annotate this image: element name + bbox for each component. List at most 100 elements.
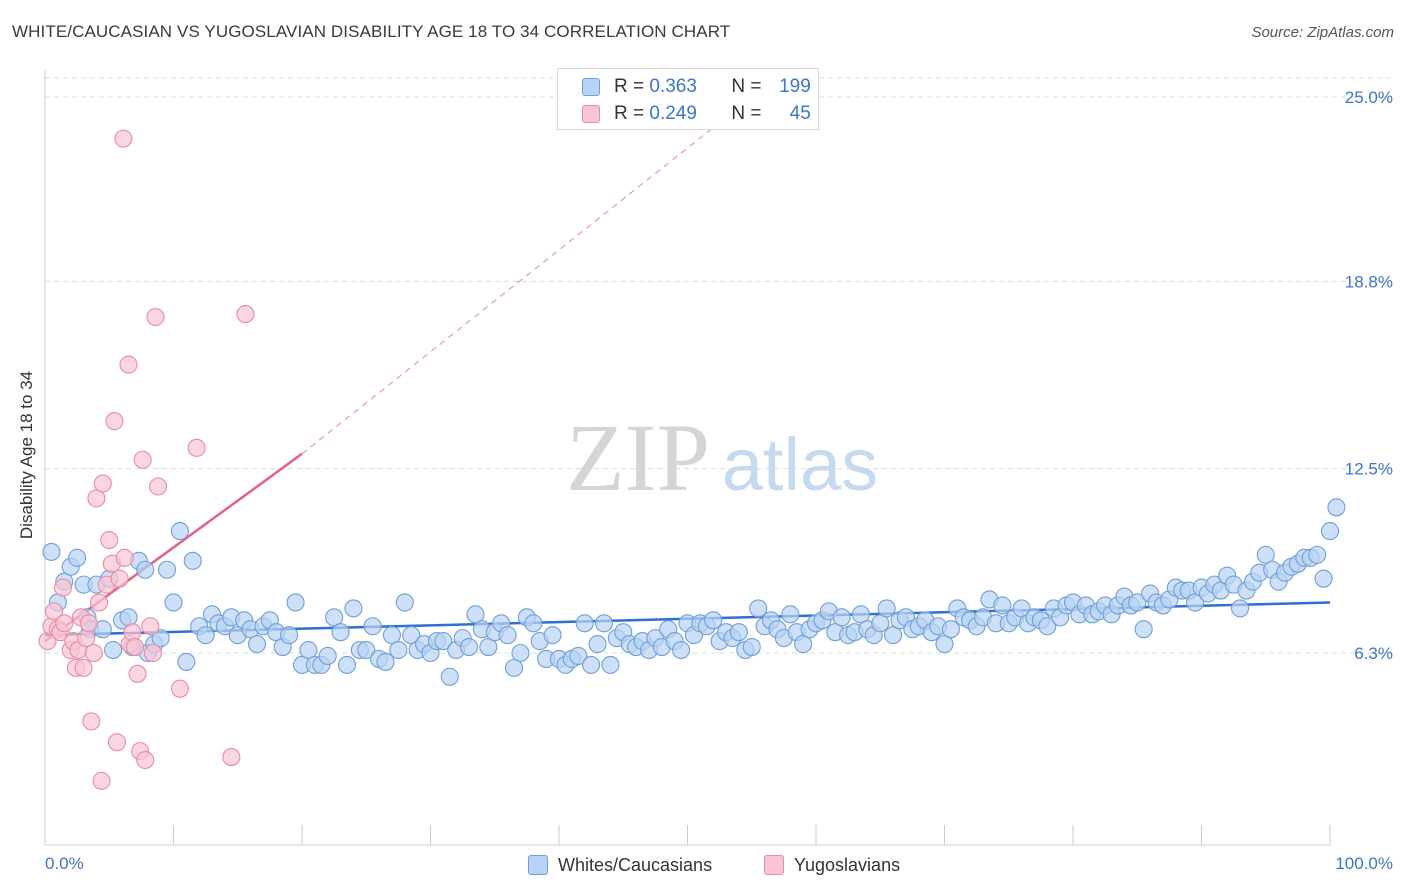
- legend-item-whites[interactable]: Whites/Caucasians: [528, 851, 712, 879]
- point-yugoslavians: [55, 614, 74, 633]
- point-whites: [337, 655, 357, 674]
- point-whites: [68, 548, 87, 567]
- point-yugoslavians: [143, 643, 162, 663]
- point-yugoslavians: [89, 593, 109, 612]
- point-whites: [582, 655, 601, 674]
- point-yugoslavians: [93, 474, 112, 493]
- point-whites: [318, 646, 337, 666]
- gridlines: [45, 77, 1394, 654]
- trend-lines: [44, 96, 1331, 643]
- point-whites: [286, 593, 305, 612]
- point-whites: [1314, 569, 1333, 588]
- point-whites: [1320, 522, 1340, 541]
- point-whites: [993, 596, 1012, 615]
- point-whites: [1038, 617, 1057, 636]
- point-whites: [280, 626, 299, 645]
- point-yugoslavians: [110, 569, 129, 588]
- point-whites: [434, 632, 453, 651]
- r-label: R =: [614, 76, 645, 97]
- point-yugoslavians: [236, 304, 255, 324]
- point-yugoslavians: [187, 438, 206, 457]
- point-whites: [395, 593, 414, 612]
- point-whites: [524, 614, 543, 633]
- pink-swatch-icon: [582, 105, 600, 123]
- point-yugoslavians: [115, 548, 134, 567]
- point-whites: [164, 593, 183, 612]
- point-yugoslavians: [44, 602, 64, 621]
- point-whites: [363, 617, 382, 636]
- point-whites: [42, 542, 61, 561]
- point-yugoslavians: [128, 664, 147, 683]
- point-whites: [151, 629, 170, 648]
- point-whites: [1128, 593, 1147, 612]
- point-whites: [357, 640, 376, 660]
- point-yugoslavians: [136, 750, 155, 770]
- watermark: ZIP atlas: [566, 404, 878, 511]
- point-whites: [344, 599, 363, 618]
- point-yugoslavians: [92, 771, 111, 790]
- point-whites: [1134, 620, 1153, 639]
- point-yugoslavians: [77, 629, 96, 648]
- blue-swatch-icon: [582, 78, 600, 96]
- point-whites: [832, 608, 851, 627]
- x-tick-label: 100.0%: [1335, 854, 1393, 873]
- point-yugoslavians: [149, 477, 168, 496]
- point-whites: [136, 560, 155, 579]
- point-whites: [569, 646, 588, 666]
- stats-legend: R = 0.363 N = 199 R = 0.249 N = 45: [557, 68, 819, 130]
- n-label: N =: [731, 103, 762, 124]
- point-yugoslavians: [170, 679, 189, 698]
- point-yugoslavians: [222, 748, 241, 767]
- point-yugoslavians: [133, 450, 152, 469]
- point-whites: [511, 643, 530, 663]
- r-value: 0.363: [649, 76, 697, 97]
- legend-item-yugoslavians[interactable]: Yugoslavians: [764, 851, 900, 879]
- series-legend: Whites/Caucasians Yugoslavians: [0, 851, 1406, 879]
- point-whites: [498, 626, 517, 645]
- point-yugoslavians: [119, 355, 138, 374]
- point-whites: [247, 635, 267, 654]
- point-whites: [170, 522, 189, 541]
- n-value: 199: [779, 76, 811, 97]
- point-whites: [376, 652, 395, 671]
- r-value: 0.249: [649, 103, 697, 124]
- point-yugoslavians: [79, 614, 98, 633]
- stats-row-whites: R = 0.363 N = 199: [582, 75, 811, 99]
- point-yugoslavians: [105, 412, 124, 431]
- source-label: Source: ZipAtlas.com: [1251, 24, 1394, 41]
- point-whites: [601, 655, 620, 674]
- y-tick-label: 12.5%: [1345, 460, 1393, 479]
- legend-label: Yugoslavians: [794, 854, 901, 875]
- point-yugoslavians: [141, 617, 160, 636]
- point-whites: [877, 599, 896, 618]
- y-tick-labels: 6.3% 12.5% 18.8% 25.0%: [1345, 88, 1393, 663]
- point-yugoslavians: [53, 578, 73, 597]
- x-tick-labels: 0.0% 100.0%: [45, 854, 1393, 873]
- point-whites: [196, 626, 215, 645]
- blue-swatch-icon: [528, 855, 548, 875]
- point-whites: [749, 599, 768, 618]
- point-whites: [672, 640, 691, 660]
- point-yugoslavians: [107, 733, 127, 752]
- point-whites: [331, 623, 350, 642]
- point-whites: [1327, 498, 1346, 517]
- point-whites: [575, 614, 594, 633]
- n-label: N =: [731, 76, 762, 97]
- legend-label: Whites/Caucasians: [558, 854, 713, 875]
- chart-title: WHITE/CAUCASIAN VS YUGOSLAVIAN DISABILIT…: [12, 22, 731, 41]
- y-tick-label: 6.3%: [1354, 644, 1393, 663]
- point-whites: [177, 652, 196, 671]
- point-whites: [104, 640, 123, 660]
- point-whites: [459, 638, 479, 657]
- point-whites: [1231, 599, 1250, 618]
- point-whites: [183, 551, 202, 570]
- point-yugoslavians: [123, 623, 142, 642]
- y-tick-label: 18.8%: [1345, 272, 1393, 291]
- point-whites: [941, 620, 960, 639]
- point-whites: [389, 640, 408, 660]
- point-whites: [588, 635, 607, 654]
- point-whites: [1308, 545, 1327, 564]
- point-yugoslavians: [82, 712, 101, 731]
- point-whites: [119, 608, 138, 627]
